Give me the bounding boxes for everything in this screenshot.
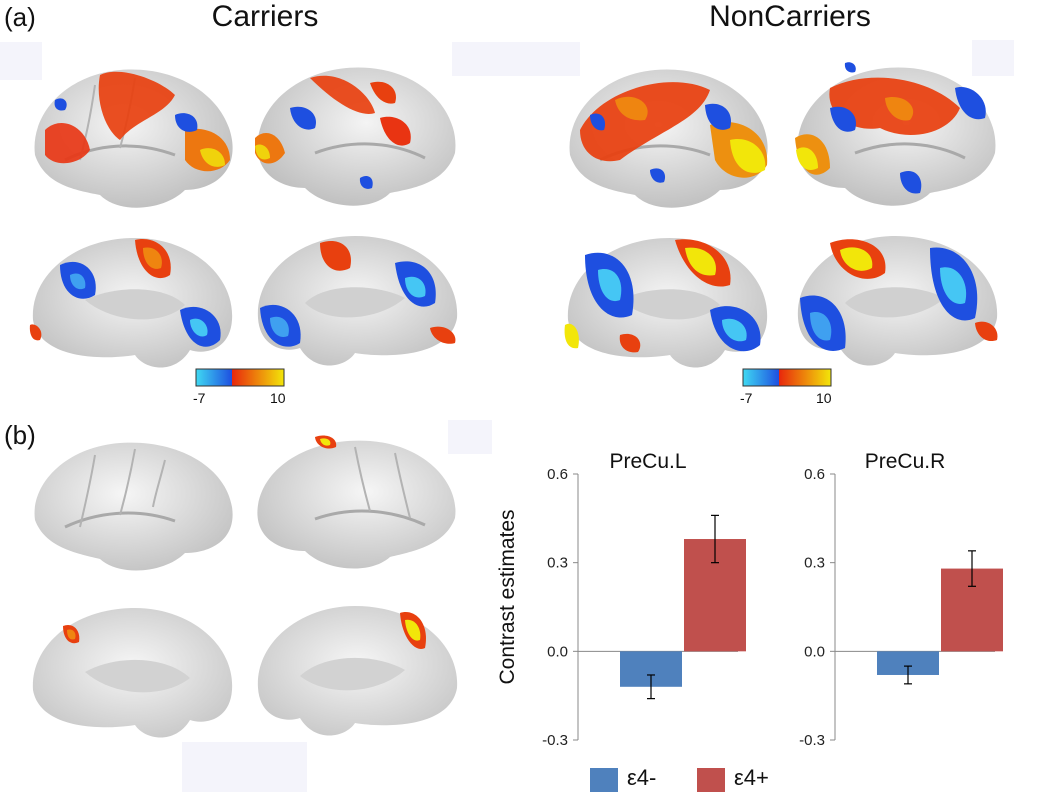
placeholder-box	[182, 742, 307, 792]
y-tick-label: 0.3	[547, 555, 568, 572]
brain-b-left-lateral	[34, 442, 233, 571]
panel-label-a: (a)	[4, 2, 36, 32]
colorbar-carriers-max: 10	[270, 390, 286, 406]
y-tick-label: -0.3	[542, 732, 568, 749]
placeholder-box	[452, 42, 580, 76]
brain-carriers-left-medial	[29, 238, 233, 368]
bar-e4-minus	[877, 651, 939, 675]
y-tick-label: 0.6	[804, 466, 825, 483]
brain-carriers-right-lateral	[255, 67, 456, 206]
brain-b-right-lateral	[257, 435, 456, 569]
placeholder-box	[0, 42, 42, 80]
contrast-bar-charts: 0.6 0.3 0.0 -0.3 PreCu.L Contrast estimates 0.…	[496, 450, 1003, 749]
y-tick-label: 0.3	[804, 555, 825, 572]
y-tick-label: -0.3	[799, 732, 825, 749]
placeholder-box	[972, 40, 1014, 76]
y-tick-label: 0.0	[547, 643, 568, 660]
legend-swatch-e4-minus	[590, 768, 618, 792]
colorbar-noncarriers	[742, 368, 832, 387]
y-tick-label: 0.6	[547, 466, 568, 483]
legend-swatch-e4-plus	[697, 768, 725, 792]
group-title-noncarriers: NonCarriers	[709, 0, 871, 33]
colorbar-noncarriers-min: -7	[740, 390, 753, 406]
group-title-carriers: Carriers	[211, 0, 319, 33]
colorbar-noncarriers-max: 10	[816, 390, 832, 406]
legend-label-e4-minus: ε4-	[627, 765, 657, 790]
chart-title: PreCu.R	[865, 450, 946, 473]
brain-b-right-medial	[257, 606, 458, 736]
brain-carriers-left-lateral	[34, 69, 233, 208]
colorbar-carriers	[195, 368, 285, 387]
colorbar-carriers-min: -7	[193, 390, 206, 406]
chart-title: PreCu.L	[609, 450, 686, 473]
brain-noncarriers-left-medial	[564, 238, 768, 368]
y-tick-label: 0.0	[804, 643, 825, 660]
brain-noncarriers-left-lateral	[569, 69, 768, 208]
panel-label-b: (b)	[4, 420, 36, 450]
brain-noncarriers-right-medial	[797, 236, 998, 366]
y-axis-label: Contrast estimates	[496, 509, 519, 684]
legend-label-e4-plus: ε4+	[734, 765, 769, 790]
brain-b-left-medial	[32, 608, 233, 738]
placeholder-box	[448, 420, 492, 454]
brain-carriers-right-medial	[257, 236, 458, 366]
brain-noncarriers-right-lateral	[795, 62, 996, 206]
